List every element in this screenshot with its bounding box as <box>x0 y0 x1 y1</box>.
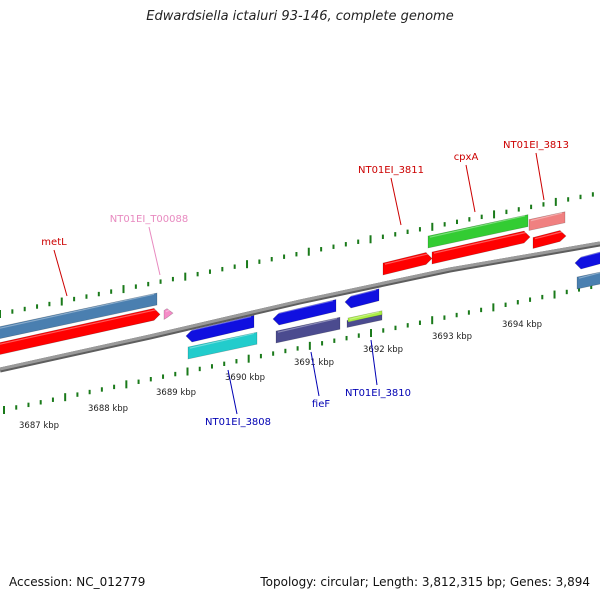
genome-summary: Topology: circular; Length: 3,812,315 bp… <box>260 575 590 589</box>
scale-label: 3694 kbp <box>502 320 542 330</box>
gene-label-nt01ei-t00088: NT01EI_T00088 <box>110 214 189 225</box>
cpxa-gene-bar <box>427 214 529 249</box>
nt01ei-3808-gene-bar <box>187 331 258 360</box>
fief-gene-bar <box>275 316 341 344</box>
scale-label: 3690 kbp <box>225 373 265 383</box>
nt01ei-3808-cds-arrow <box>185 315 255 343</box>
gene-label-leader-nt01ei-3813 <box>535 152 545 201</box>
gene-label-leader-nt01ei-3810 <box>370 339 378 386</box>
scale-label: 3693 kbp <box>432 332 472 342</box>
page-title: Edwardsiella ictaluri 93-146, complete g… <box>146 9 454 24</box>
nt01ei-3811-cds-arrow <box>382 252 433 276</box>
scale-label: 3688 kbp <box>88 404 128 414</box>
cpxa-cds-arrow <box>431 230 531 265</box>
edge-gene-bar <box>576 271 600 290</box>
nt01ei-3810-cds-arrow <box>344 288 380 309</box>
accession-label: Accession: NC_012779 <box>9 575 146 589</box>
gene-label-nt01ei-3810: NT01EI_3810 <box>345 388 411 399</box>
nt01ei-3813-cds-arrow <box>532 230 567 249</box>
nt01ei-3810-gene-highlight <box>347 310 383 323</box>
metl-cds-arrow <box>0 308 161 355</box>
fief-cds-arrow <box>272 299 337 326</box>
edge-cds-arrow <box>574 251 600 270</box>
scale-label: 3691 kbp <box>294 358 334 368</box>
metl-gene-bar <box>0 292 158 339</box>
gene-label-nt01ei-3813: NT01EI_3813 <box>503 140 569 151</box>
trna-marker <box>163 308 174 321</box>
gene-label-leader-fief <box>310 351 320 397</box>
gene-label-fief: fieF <box>312 399 330 410</box>
gene-label-cpxa: cpxA <box>454 152 479 163</box>
backbone-layer <box>0 241 600 373</box>
scale-label: 3692 kbp <box>363 345 403 355</box>
gene-label-nt01ei-3811: NT01EI_3811 <box>358 165 424 176</box>
backbone-shadow <box>0 241 600 373</box>
gene-label-leader-nt01ei-t00088 <box>148 226 161 276</box>
gene-label-nt01ei-3808: NT01EI_3808 <box>205 417 271 428</box>
gene-label-leader-nt01ei-3808 <box>227 369 238 415</box>
genome-backbone <box>0 241 600 371</box>
gene-label-leader-cpxa <box>465 164 476 213</box>
feature-layer <box>0 211 600 360</box>
label-layer: 3687 kbp 3688 kbp 3689 kbp 3690 kbp 3691 kbp… <box>19 140 569 431</box>
nt01ei-3813-gene-bar <box>528 211 566 231</box>
tick-layer <box>0 192 594 414</box>
scale-label: 3687 kbp <box>19 421 59 431</box>
gene-label-leader-nt01ei-3811 <box>390 177 402 226</box>
gene-label-leader-metl <box>53 249 68 297</box>
scale-label: 3689 kbp <box>156 388 196 398</box>
gene-label-metl: metL <box>41 237 67 248</box>
